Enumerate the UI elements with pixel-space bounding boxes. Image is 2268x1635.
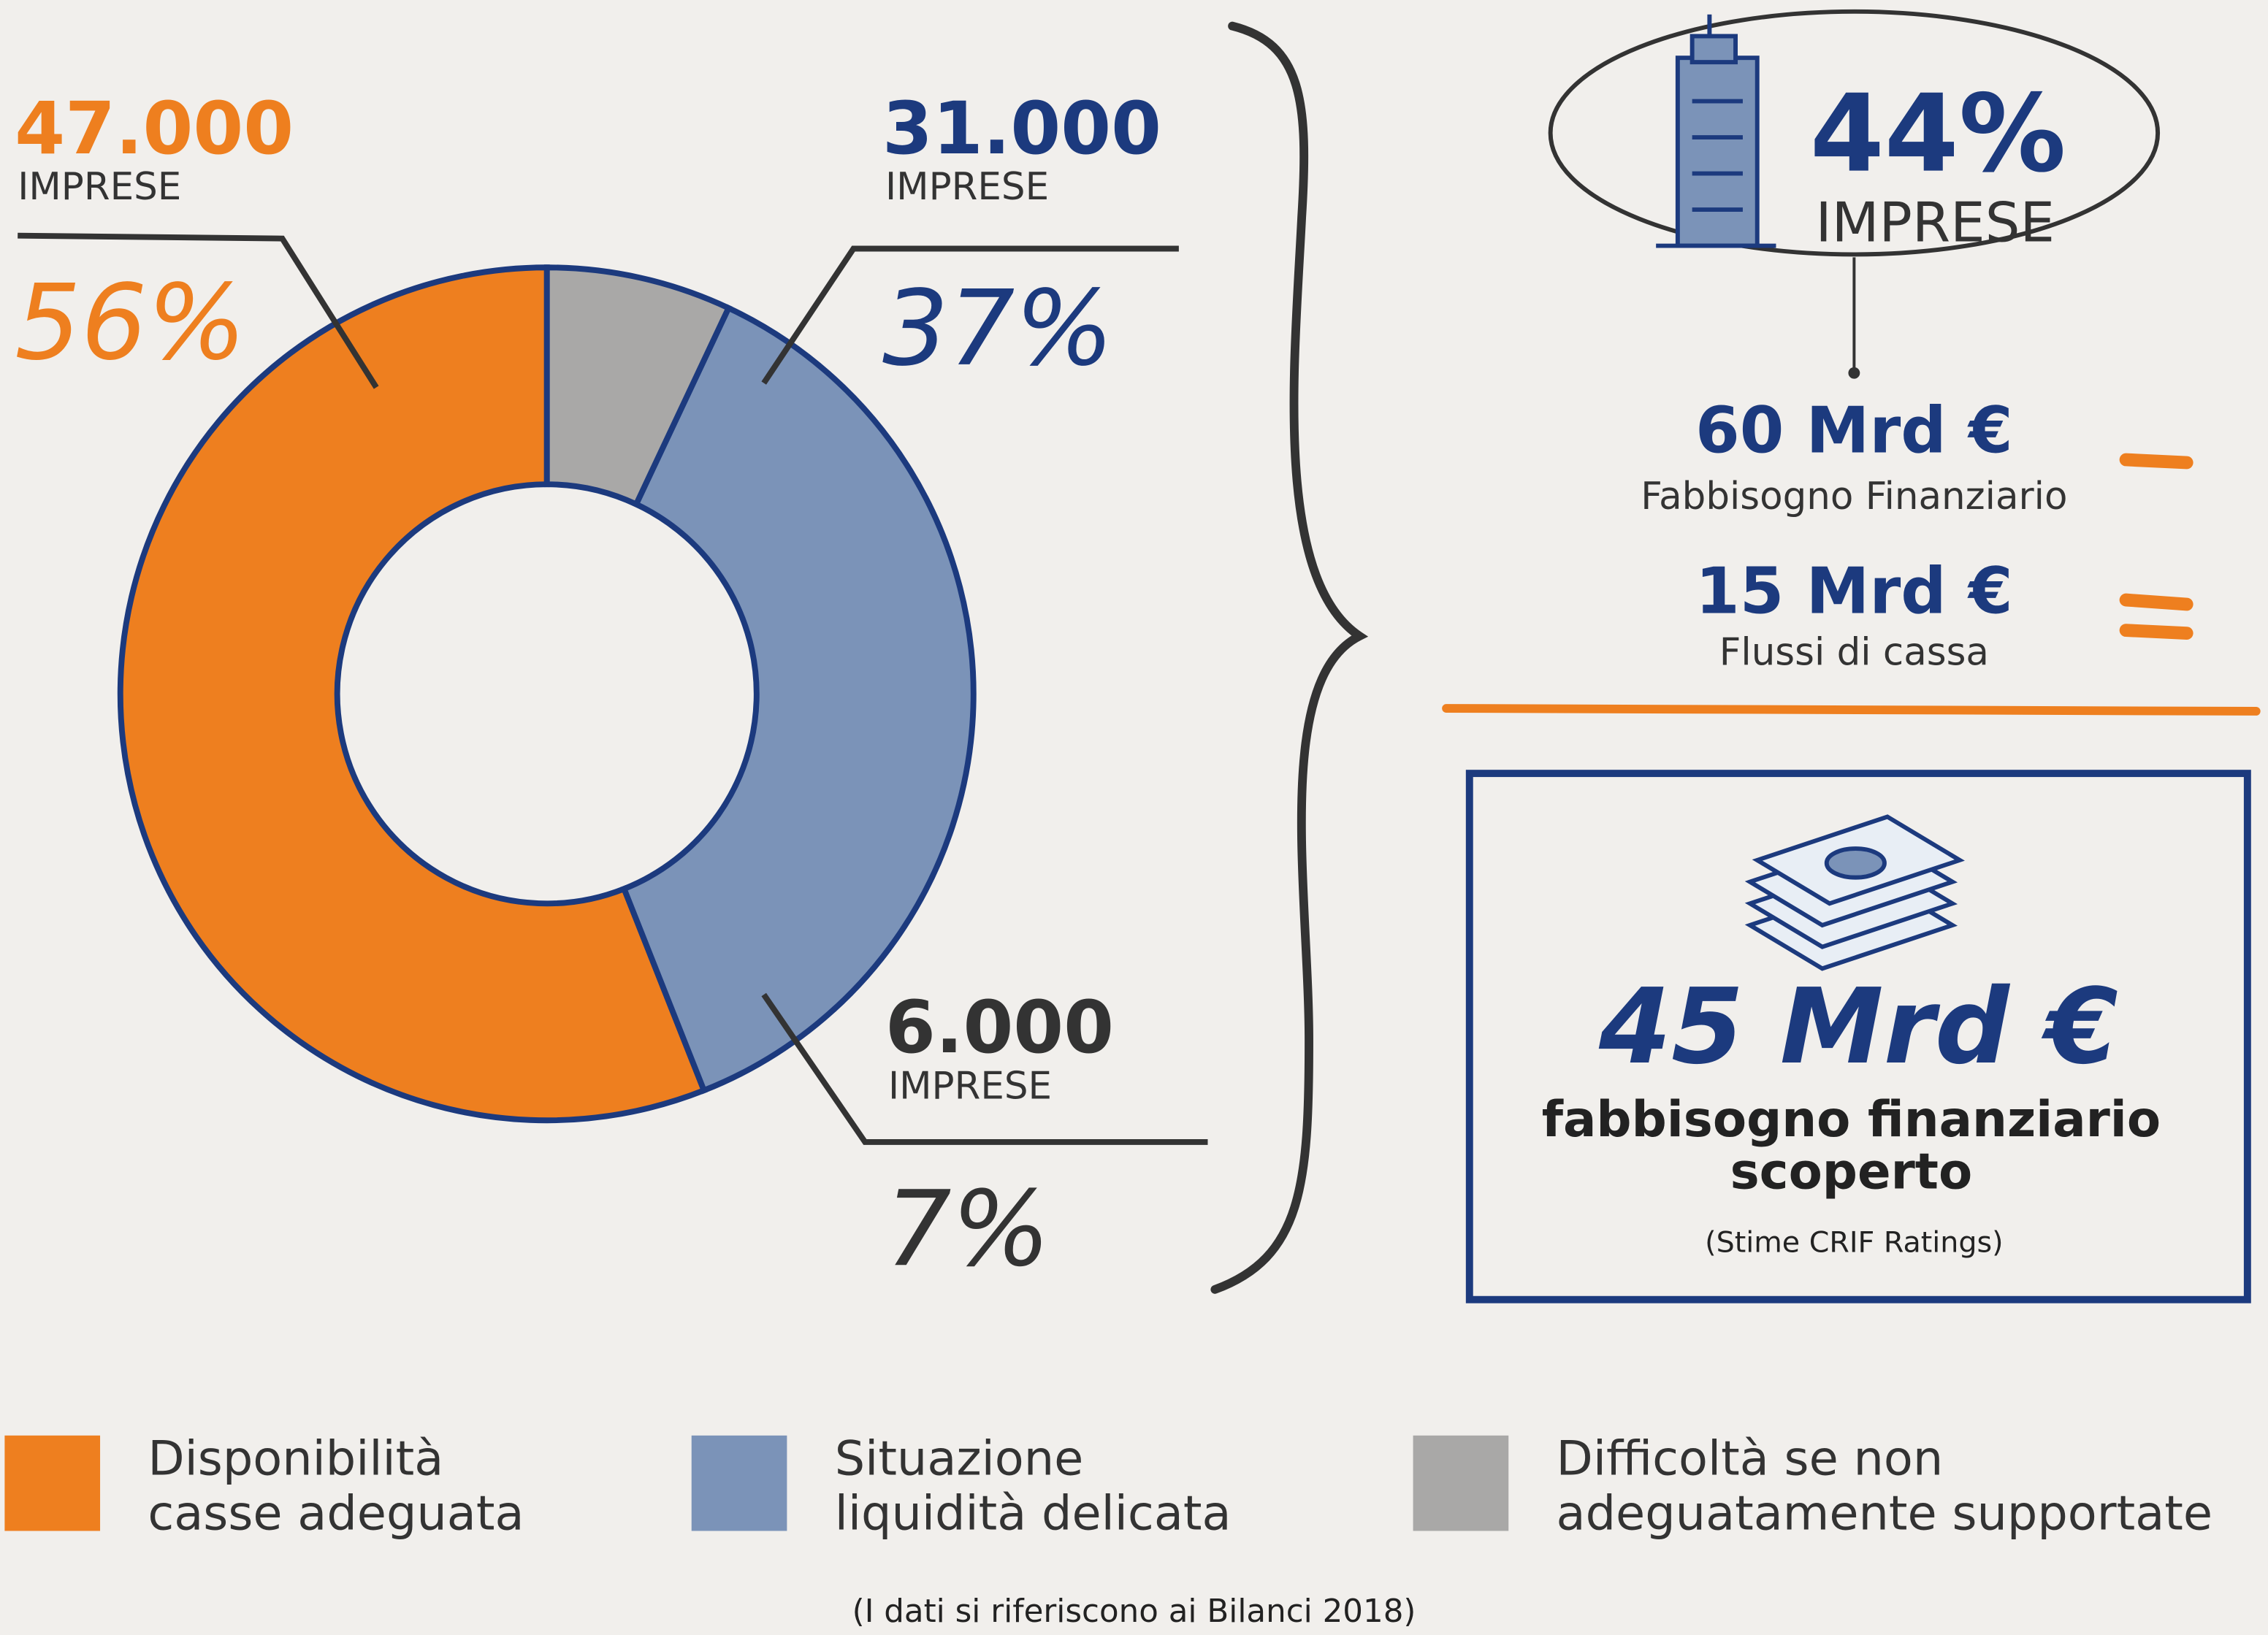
legend-label: adeguatamente supportate [1557,1485,2213,1541]
count-unit: IMPRESE [888,1065,1052,1108]
count-label: 31.000 [882,87,1161,171]
share-unit: IMPRESE [1815,191,2055,255]
value-label: 56% [15,262,246,383]
count-unit: IMPRESE [18,165,181,209]
gap-label: fabbisogno finanziario [1542,1091,2161,1148]
legend-swatch [4,1436,100,1531]
need: 60 Mrd € [1695,394,2012,468]
value-label: 37% [882,268,1114,389]
connector-dot [1848,367,1860,379]
legend-label: casse adeguata [148,1485,524,1541]
need-label: Fabbisogno Finanziario [1641,475,2067,518]
legend-label: Difficoltà se non [1557,1431,1944,1486]
legend-swatch [692,1436,787,1531]
value-label: 7% [885,1168,1050,1290]
infographic: 44% IMPRESE 60 Mrd € Fabbisogno Finanzia… [0,0,2268,1635]
count-unit: IMPRESE [885,165,1049,209]
cash-label: Flussi di cassa [1719,631,1989,675]
legend-label: liquidità delicata [835,1485,1232,1541]
footnote: (I dati si riferiscono ai Bilanci 2018) [852,1593,1416,1630]
gap: 45 Mrd € [1598,966,2118,1087]
share: 44% [1810,72,2066,196]
count-label: 6.000 [885,986,1114,1070]
count-label: 47.000 [15,87,294,171]
source: (Stime CRIF Ratings) [1705,1225,2003,1259]
legend-swatch [1413,1436,1509,1531]
legend-label: Disponibilità [148,1431,443,1486]
gap-label: scoperto [1730,1143,1973,1200]
legend-label: Situazione [835,1431,1084,1486]
cash: 15 Mrd € [1695,554,2012,628]
page: 44% IMPRESE 60 Mrd € Fabbisogno Finanzia… [0,0,2268,1635]
